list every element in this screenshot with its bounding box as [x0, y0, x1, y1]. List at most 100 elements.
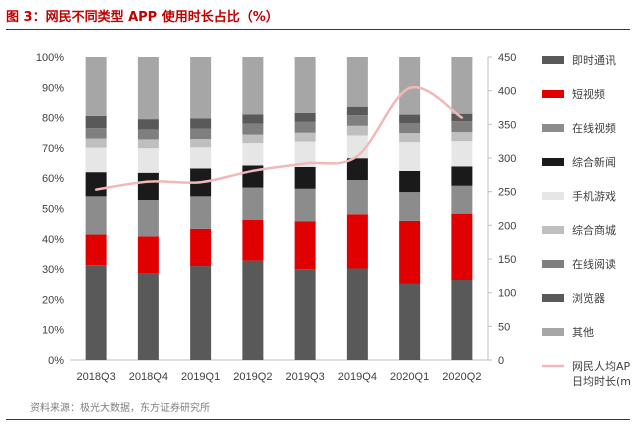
bar-segment — [399, 123, 421, 134]
y2-tick-label: 50 — [498, 321, 510, 333]
bar-segment — [451, 141, 473, 167]
bar-segment — [346, 214, 368, 269]
bar-segment — [399, 170, 421, 193]
legend-swatch — [542, 90, 564, 98]
y-tick-label: 40% — [42, 234, 64, 246]
bar-segment — [85, 172, 107, 197]
legend-swatch — [542, 226, 564, 234]
y2-tick-label: 250 — [498, 187, 516, 199]
x-tick-label: 2020Q2 — [442, 371, 481, 383]
legend-swatch — [542, 192, 564, 200]
bar-segment — [399, 192, 421, 221]
bar-segment — [399, 220, 421, 284]
x-tick-label: 2019Q3 — [286, 371, 325, 383]
bar-segment — [451, 121, 473, 133]
line-point — [356, 154, 359, 158]
bar-segment — [346, 268, 368, 360]
bar-segment — [85, 147, 107, 173]
bar-segment — [451, 57, 473, 114]
bar-segment — [190, 147, 212, 169]
bar-segment — [242, 57, 264, 115]
bar-segment — [137, 57, 159, 120]
bar-segment — [242, 134, 264, 144]
legend-label: 综合商城 — [572, 223, 616, 237]
bar-segment — [399, 283, 421, 360]
title-divider — [6, 29, 630, 30]
bar-segment — [190, 139, 212, 148]
bar-segment — [346, 158, 368, 181]
legend-swatch — [542, 124, 564, 132]
bar-segment — [346, 57, 368, 107]
y-tick-label: 80% — [42, 113, 64, 125]
bar-segment — [242, 219, 264, 261]
y2-tick-label: 0 — [498, 355, 504, 367]
bar-segment — [294, 166, 316, 189]
legend-swatch — [542, 328, 564, 336]
bar-segment — [137, 172, 159, 201]
line-point — [199, 181, 202, 184]
x-tick-label: 2019Q4 — [338, 371, 377, 383]
line-point — [408, 86, 411, 90]
bar-segment — [137, 236, 159, 274]
bar-segment — [451, 185, 473, 214]
legend-label: 浏览器 — [572, 291, 605, 305]
legend-swatch — [542, 260, 564, 268]
bar-segment — [242, 187, 264, 220]
legend-label: 在线视频 — [572, 121, 616, 135]
line-point — [303, 162, 307, 165]
legend-label: 在线阅读 — [572, 257, 616, 271]
x-tick-label: 2020Q1 — [390, 371, 429, 383]
y2-tick-label: 200 — [498, 220, 516, 232]
y-tick-label: 90% — [42, 82, 64, 94]
bar-segment — [399, 133, 421, 143]
bar-segment — [190, 228, 212, 267]
bar-segment — [190, 266, 212, 360]
figure-title: 图 3：网民不同类型 APP 使用时长占比（%） — [6, 10, 279, 25]
y-tick-label: 30% — [42, 264, 64, 276]
bar-segment — [451, 280, 473, 360]
bar-segment — [242, 114, 264, 124]
bar-segment — [242, 123, 264, 135]
y-tick-label: 50% — [42, 204, 64, 216]
legend-swatch — [542, 56, 564, 64]
bar-segment — [399, 142, 421, 171]
x-tick-label: 2018Q3 — [77, 371, 116, 383]
legend-swatch — [542, 158, 564, 166]
x-tick-label: 2018Q4 — [129, 371, 168, 383]
bar-segment — [190, 57, 212, 119]
y-tick-label: 0% — [48, 355, 64, 367]
bar-segment — [346, 106, 368, 116]
bar-segment — [294, 221, 316, 270]
bar-segment — [451, 132, 473, 142]
x-tick-label: 2019Q2 — [233, 371, 272, 383]
y-tick-label: 10% — [42, 325, 64, 337]
legend-label: 手机游戏 — [572, 189, 616, 203]
bar-segment — [294, 141, 316, 167]
y-tick-label: 20% — [42, 294, 64, 306]
y2-tick-label: 400 — [498, 86, 516, 98]
legend-line-label: 网民人均AP — [572, 360, 631, 373]
bar-segment — [85, 265, 107, 360]
y2-tick-label: 450 — [498, 52, 516, 64]
x-tick-label: 2019Q1 — [181, 371, 220, 383]
bottom-divider — [6, 419, 630, 420]
line-point — [94, 188, 98, 191]
bar-segment — [346, 125, 368, 136]
line-point — [460, 116, 464, 119]
bar-segment — [294, 121, 316, 133]
legend-swatch — [542, 294, 564, 302]
y2-tick-label: 350 — [498, 119, 516, 131]
bar-segment — [85, 234, 107, 266]
bar-segment — [85, 128, 107, 139]
bar-segment — [294, 132, 316, 142]
bar-segment — [399, 114, 421, 124]
bar-segment — [85, 57, 107, 116]
bar-segment — [137, 273, 159, 360]
bar-segment — [451, 213, 473, 281]
y2-tick-label: 100 — [498, 288, 516, 300]
bar-segment — [85, 138, 107, 148]
y2-tick-label: 300 — [498, 153, 516, 165]
bar-segment — [294, 57, 316, 113]
legend-label: 综合新闻 — [572, 155, 616, 169]
